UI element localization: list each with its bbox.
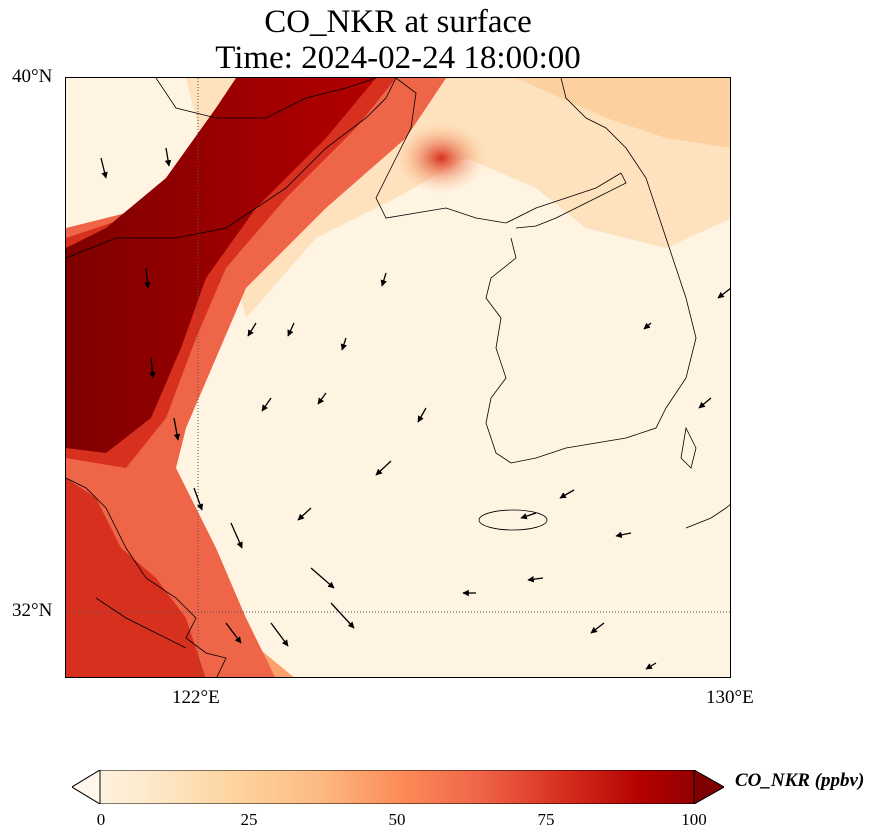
colorbar-tick-50: 50 — [388, 810, 406, 829]
lat-tick-32n: 32°N — [12, 600, 53, 621]
wind-arrow — [643, 322, 652, 330]
colorbar — [72, 770, 724, 804]
bohai-hotspot — [396, 123, 486, 193]
wind-arrow — [380, 272, 387, 287]
coastline-jiangsu — [66, 477, 227, 677]
plume-south-core — [66, 478, 206, 677]
wind-arrow — [287, 322, 295, 337]
wind-arrow — [559, 489, 575, 499]
colorbar-min-extend — [72, 770, 101, 804]
wind-vectors — [100, 147, 730, 670]
wind-arrow — [330, 602, 355, 629]
colorbar-max-extend — [693, 770, 724, 804]
wind-arrow — [193, 487, 204, 511]
wind-arrow — [520, 512, 537, 520]
colorbar-label: CO_NKR (ppbv) — [735, 770, 865, 791]
wind-arrow — [698, 397, 712, 409]
wind-arrow — [317, 392, 327, 405]
wind-arrow — [527, 576, 544, 583]
coastline-shandong — [66, 78, 397, 259]
wind-arrow — [297, 507, 312, 521]
wind-arrow — [615, 531, 632, 539]
chart-title-line2: Time: 2024-02-24 18:00:00 — [215, 40, 581, 76]
coastline-tsushima — [680, 426, 697, 469]
wind-arrow — [375, 460, 392, 476]
wind-arrow — [590, 622, 605, 634]
wind-arrow — [645, 662, 657, 670]
plume-core — [66, 78, 376, 453]
colorbar-body — [72, 770, 724, 804]
moderate-field-ne — [516, 78, 730, 148]
wind-arrow — [149, 357, 156, 379]
wind-arrow — [310, 567, 335, 589]
wind-arrow — [230, 522, 243, 549]
lon-tick-130e: 130°E — [706, 687, 754, 708]
border-korea — [515, 172, 627, 229]
wind-arrow — [717, 287, 730, 299]
coastline-yangtze — [95, 597, 187, 649]
colorbar-tick-25: 25 — [240, 810, 258, 829]
coastline-kyushu — [685, 504, 730, 529]
colorbar-tick-0: 0 — [96, 810, 106, 829]
coastlines — [66, 78, 730, 677]
wind-arrow — [164, 147, 172, 167]
coastline-jeju — [478, 509, 548, 531]
wind-arrow — [261, 397, 272, 412]
wind-arrow — [340, 337, 347, 351]
colorbar-tick-100: 100 — [681, 810, 707, 829]
map-plot-area — [65, 77, 731, 678]
colorbar-tick-75: 75 — [537, 810, 555, 829]
wind-arrow — [270, 622, 289, 647]
concentration-map — [66, 78, 730, 677]
coastline-bohai-north — [155, 78, 377, 119]
wind-arrow — [100, 157, 108, 179]
wind-arrow — [173, 417, 181, 441]
wind-arrow — [144, 267, 151, 289]
wind-arrow — [225, 622, 242, 644]
wind-arrow — [417, 407, 427, 423]
wind-arrow — [247, 322, 257, 337]
coastline-korea — [485, 78, 697, 464]
lon-tick-122e: 122°E — [172, 687, 220, 708]
chart-title-line1: CO_NKR at surface — [264, 4, 532, 40]
lat-tick-40n: 40°N — [12, 66, 53, 87]
coastline-liaodong — [375, 78, 622, 224]
